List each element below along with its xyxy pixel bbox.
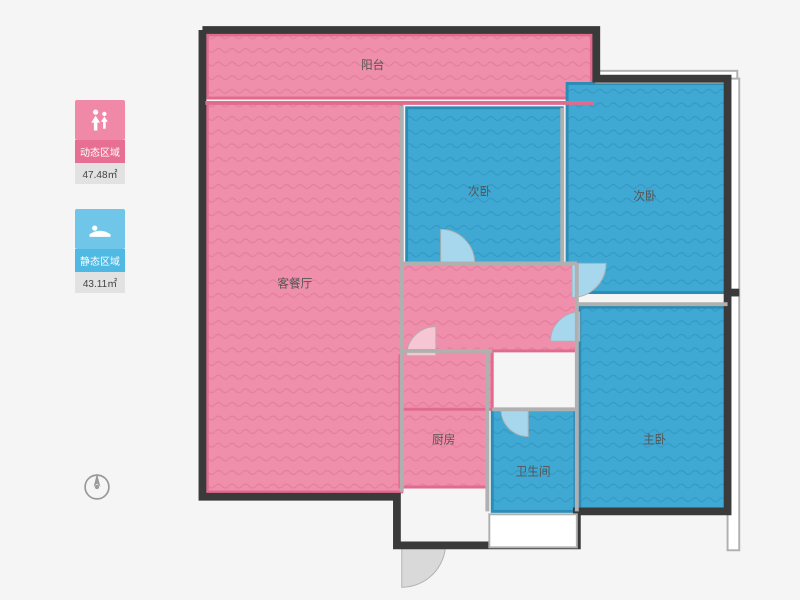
room-label-living-dining: 客餐厅 (277, 277, 312, 291)
canvas: 动态区域 47.48㎡ 静态区域 43.11㎡ (0, 0, 800, 600)
entry-gap (489, 514, 577, 547)
sleep-icon (86, 215, 114, 243)
legend-dynamic: 动态区域 47.48㎡ (75, 100, 125, 184)
room-living-dining (207, 103, 401, 492)
room-label-secondary-bedroom-2: 次卧 (633, 189, 657, 203)
room-label-balcony: 阳台 (361, 58, 384, 72)
legend-static: 静态区域 43.11㎡ (75, 209, 125, 293)
room-bathroom (492, 409, 575, 511)
room-label-secondary-bedroom-1: 次卧 (468, 184, 492, 198)
room-secondary-bedroom-2 (567, 83, 727, 292)
legend-static-icon-box (75, 209, 125, 249)
door-entry (402, 543, 446, 587)
legend-static-value: 43.11㎡ (75, 272, 125, 293)
legend: 动态区域 47.48㎡ 静态区域 43.11㎡ (75, 100, 135, 318)
room-master-bedroom (580, 307, 728, 511)
legend-dynamic-value: 47.48㎡ (75, 163, 125, 184)
room-label-kitchen: 厨房 (432, 433, 455, 446)
people-icon (86, 106, 114, 134)
legend-dynamic-label: 动态区域 (75, 140, 125, 163)
legend-static-label: 静态区域 (75, 249, 125, 272)
room-label-master-bedroom: 主卧 (643, 433, 667, 446)
room-balcony (207, 35, 591, 98)
floor-plan: 阳台客餐厅 次卧 次卧厨房卫生间 主卧 (185, 30, 745, 560)
legend-dynamic-icon-box (75, 100, 125, 140)
room-label-bathroom: 卫生间 (516, 464, 551, 478)
compass-icon (80, 470, 114, 504)
